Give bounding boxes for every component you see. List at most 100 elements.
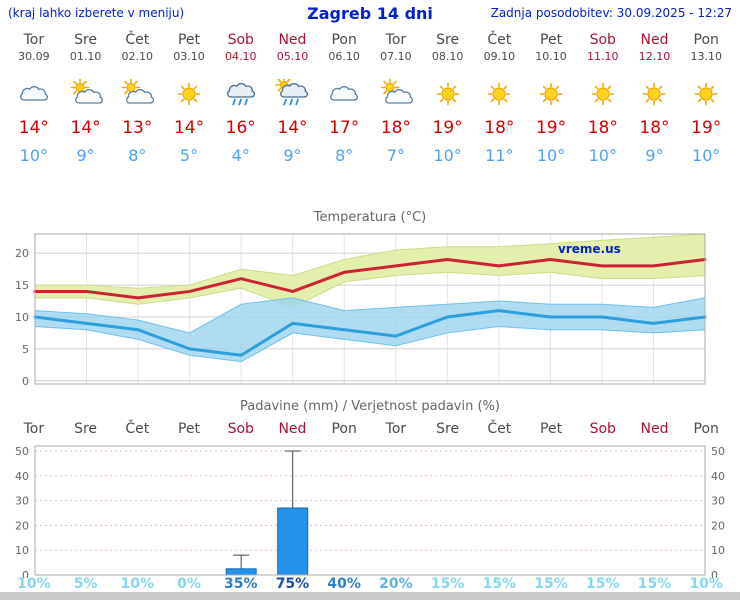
precip-ytick-left: 20 xyxy=(15,519,29,532)
day-tmax: 14° xyxy=(18,118,49,138)
sunny-icon xyxy=(422,79,474,109)
menu-hint: (kraj lahko izberete v meniju) xyxy=(8,6,185,20)
precip-day-labels: Tor Sre Čet Pet Sob Ned Pon Tor Sre Čet Pet Sob Ned P… xyxy=(8,421,732,437)
day-column: Tor 07.10 18° 7° xyxy=(370,32,422,165)
day-tmin: 8° xyxy=(128,146,147,165)
precip-day-label: Tor xyxy=(385,421,407,437)
temp-plot-border xyxy=(34,233,706,385)
tmax-line xyxy=(33,258,707,300)
precip-day-label: Ned xyxy=(640,421,669,437)
last-updated: Zadnja posodobitev: 30.09.2025 - 12:27 xyxy=(490,6,732,20)
partly-cloudy-icon xyxy=(111,79,163,109)
precip-probability: 5% xyxy=(73,576,98,592)
precip-ytick-left: 0 xyxy=(22,569,29,578)
day-tmax: 19° xyxy=(535,118,567,138)
day-tmin: 9° xyxy=(645,146,664,165)
day-date: 01.10 xyxy=(69,50,102,63)
day-date: 02.10 xyxy=(121,50,154,63)
temp-ytick: 5 xyxy=(22,343,29,356)
day-name: Tor xyxy=(23,32,45,48)
day-tmax: 14° xyxy=(173,118,205,138)
day-tmax: 14° xyxy=(70,118,101,138)
temp-ytick: 15 xyxy=(15,279,29,292)
partly-cloudy-icon xyxy=(370,79,422,109)
precip-probability: 15% xyxy=(430,576,465,592)
day-tmin: 8° xyxy=(335,146,354,165)
precip-ytick-right: 30 xyxy=(711,495,725,508)
day-tmax: 16° xyxy=(225,118,256,138)
precip-bar xyxy=(277,507,309,576)
temp-ytick: 0 xyxy=(22,375,29,388)
day-name: Ned xyxy=(278,32,307,48)
day-column: Sre 08.10 19° 10° xyxy=(422,32,474,165)
day-date: 08.10 xyxy=(431,50,464,63)
watermark: vreme.us xyxy=(558,242,621,256)
sunny-icon xyxy=(629,79,681,109)
precip-day-label: Sre xyxy=(74,421,98,437)
precip-probability: 15% xyxy=(534,576,568,592)
partly-cloudy-icon xyxy=(60,79,112,109)
day-name: Čet xyxy=(125,32,150,48)
day-date: 06.10 xyxy=(328,50,360,63)
day-column: Pon 06.10 17° 8° xyxy=(318,32,370,165)
day-name: Sob xyxy=(227,32,254,48)
precip-ytick-right: 50 xyxy=(711,445,725,458)
day-column: Tor 30.09 14° 10° xyxy=(8,32,60,165)
day-tmin: 10° xyxy=(692,146,721,165)
precip-day-label: Sob xyxy=(227,421,254,437)
precip-probability: 15% xyxy=(482,576,517,592)
day-tmax: 14° xyxy=(277,118,308,138)
precip-bar xyxy=(225,568,257,576)
day-name: Sre xyxy=(436,32,460,48)
precip-day-label: Tor xyxy=(23,421,45,437)
day-tmin: 10° xyxy=(536,146,566,165)
day-date: 10.10 xyxy=(535,50,567,63)
day-name: Sre xyxy=(74,32,98,48)
temp-chart-title: Temperatura (°C) xyxy=(313,210,427,225)
precip-ytick-left: 50 xyxy=(15,445,29,458)
day-tmin: 10° xyxy=(588,146,617,165)
day-tmin: 9° xyxy=(76,146,95,165)
precip-probability: 0% xyxy=(177,576,201,592)
day-column: Pon 13.10 19° 10° xyxy=(680,32,732,165)
precip-plot-border xyxy=(34,445,706,576)
tmin-line xyxy=(33,309,707,357)
sunny-icon xyxy=(473,79,525,109)
day-tmin: 4° xyxy=(231,146,250,165)
sunny-icon xyxy=(680,79,732,109)
precip-ytick-right: 10 xyxy=(711,544,725,557)
day-tmax: 18° xyxy=(484,118,515,138)
precip-day-label: Pet xyxy=(177,421,201,437)
day-name: Pet xyxy=(540,32,563,48)
precip-day-label: Pet xyxy=(540,421,563,437)
precip-ytick-right: 0 xyxy=(711,569,718,578)
rain-sun-icon xyxy=(267,79,319,109)
precip-day-label: Čet xyxy=(125,421,150,437)
day-column: Čet 09.10 18° 11° xyxy=(473,32,525,165)
day-tmin: 9° xyxy=(283,146,302,165)
sunny-icon xyxy=(525,79,577,109)
precip-day-label: Sob xyxy=(589,421,616,437)
precip-probability: 15% xyxy=(586,576,620,592)
day-tmin: 5° xyxy=(179,146,199,165)
rain-icon xyxy=(215,79,267,109)
day-tmin: 10° xyxy=(19,146,49,165)
day-column: Ned 12.10 18° 9° xyxy=(629,32,681,165)
precip-probability: 10% xyxy=(17,576,51,592)
precip-ytick-left: 30 xyxy=(15,495,29,508)
day-tmax: 19° xyxy=(432,118,463,138)
precip-day-label: Pon xyxy=(693,421,719,437)
day-name: Ned xyxy=(640,32,669,48)
day-date: 12.10 xyxy=(638,50,671,63)
precip-ytick-right: 40 xyxy=(711,470,725,483)
day-column: Ned 05.10 14° 9° xyxy=(267,32,319,165)
day-column: Sob 04.10 16° 4° xyxy=(215,32,267,165)
page-title: Zagreb 14 dni xyxy=(307,4,433,23)
precip-ytick-left: 40 xyxy=(15,470,29,483)
day-name: Tor xyxy=(385,32,407,48)
day-date: 09.10 xyxy=(483,50,516,63)
cloudy-icon xyxy=(8,79,60,109)
day-column: Pet 10.10 19° 10° xyxy=(525,32,577,165)
day-date: 13.10 xyxy=(690,50,722,63)
precip-probability: 20% xyxy=(379,576,413,592)
